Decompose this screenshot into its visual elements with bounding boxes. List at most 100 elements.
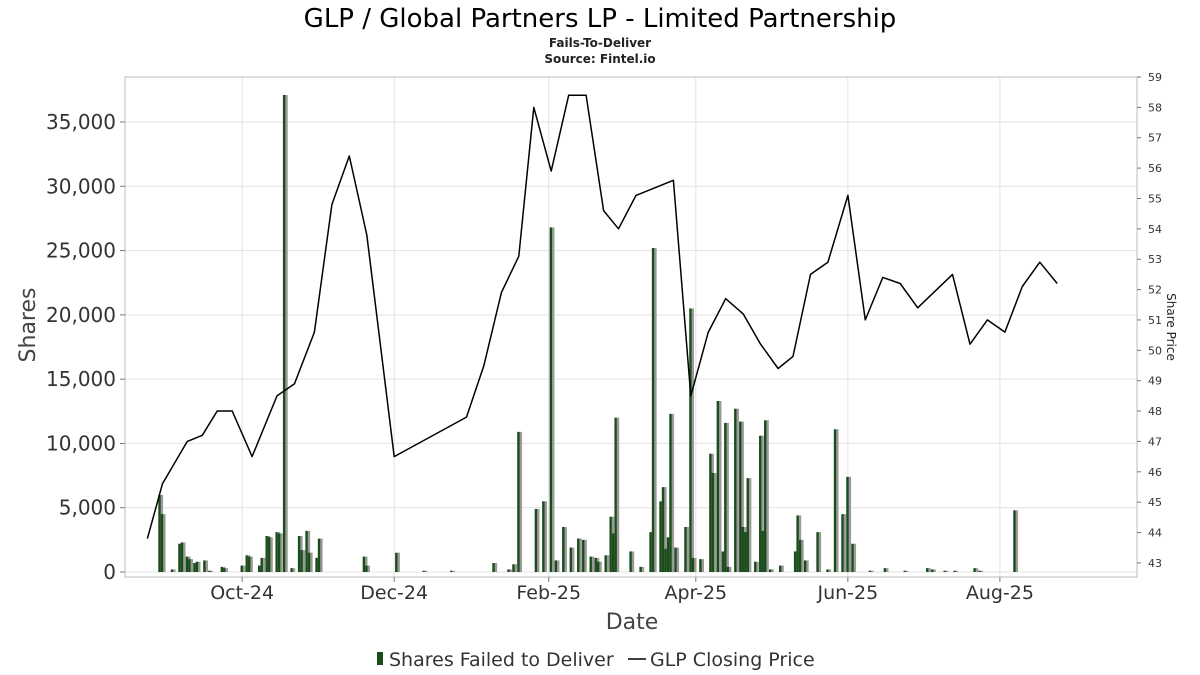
bar-shadow [676,547,680,572]
bar-shadow [556,560,560,572]
bar [851,543,854,572]
bar-shadow [536,509,540,572]
price-line-series [146,94,1058,539]
bar-shadow [713,473,717,572]
bar-shadow [270,537,273,572]
bar [317,538,321,572]
bar [744,532,747,572]
bar-shadow [691,308,695,572]
bar-shadow [285,95,288,572]
bar [208,570,211,572]
bar [300,550,303,572]
bar-shadow [616,417,620,572]
bar [711,473,715,572]
bar [609,516,612,572]
y-tick-label: 5,000 [59,496,116,520]
bar [203,560,206,572]
bar [716,401,720,572]
bar-shadow [307,530,311,572]
bar-shadow [182,542,186,572]
bar [764,420,767,572]
bar-shadow [262,557,266,572]
bar-shadow [494,563,498,572]
bar [275,532,278,572]
bar [816,532,819,572]
bar-shadow [771,569,774,572]
y2-axis-label: Share Price [1164,293,1178,361]
bar [664,548,667,572]
bar-shadow [514,564,518,572]
bar [265,536,268,572]
bar [978,570,981,572]
bar-shadow [686,527,690,572]
bar [282,95,286,572]
bar [562,527,565,572]
bar [542,501,545,572]
bar [726,566,730,572]
bar-shadow [599,561,602,572]
bar [826,569,829,572]
y2-tick-label: 47 [1148,435,1162,448]
bar-shadow [452,570,455,572]
bar [684,527,687,572]
bar-shadow [748,478,752,572]
bar-shadow [544,501,547,572]
bar-shadow [280,533,283,572]
bar-shadow [606,555,610,572]
bar [594,557,597,572]
bar [659,501,662,572]
chart-title: GLP / Global Partners LP - Limited Partn… [304,4,897,34]
bar [220,566,224,572]
bar [170,569,174,572]
y-tick-label: 30,000 [46,174,116,198]
bar-shadow [205,560,208,572]
y-axis-label: Shares [16,288,41,363]
bar [248,556,251,572]
bar [195,561,199,572]
bar-shadow [848,476,852,572]
bar [724,422,727,572]
bar-shadow [210,570,213,572]
bar [798,539,802,572]
bar-shadow [756,561,759,572]
bar-shadow [509,569,513,572]
bar [796,515,799,572]
bar [846,476,849,572]
y-tick-label: 10,000 [46,431,116,455]
bar [160,514,164,572]
bar [953,570,956,572]
bar-shadow [367,565,370,572]
bar-shadow [761,435,764,572]
bar-shadow [225,568,228,572]
bar-shadow [162,514,166,572]
bar [245,555,248,572]
bar [883,568,887,572]
bar [639,566,642,572]
bar [492,563,495,572]
bar-shadow [835,429,839,572]
bar-shadow [728,566,732,572]
y2-tick-label: 50 [1148,344,1162,357]
x-axis: Oct-24 Dec-24 Feb-25 Apr-25 Jun-25 Aug-25 [210,577,1034,604]
bar-shadow [397,552,400,572]
y2-tick-label: 51 [1148,314,1162,327]
bar [669,413,672,572]
bar-shadow [870,570,874,572]
bar [651,248,655,572]
bar-shadow [579,538,582,572]
chart-source: Source: Fintel.io [544,52,655,66]
bar [180,542,184,572]
bar-shadow [885,568,889,572]
bar [569,547,572,572]
bar-shadow [292,568,296,572]
y2-tick-label: 46 [1148,466,1162,479]
price-line [146,94,1058,539]
bar [768,569,772,572]
bar [290,568,293,572]
bar-shadow [945,570,949,572]
y-tick-label: 35,000 [46,110,116,134]
bar [188,559,191,572]
bar-shadow [701,559,704,572]
bar [582,539,585,572]
bar-shadow [564,527,567,572]
